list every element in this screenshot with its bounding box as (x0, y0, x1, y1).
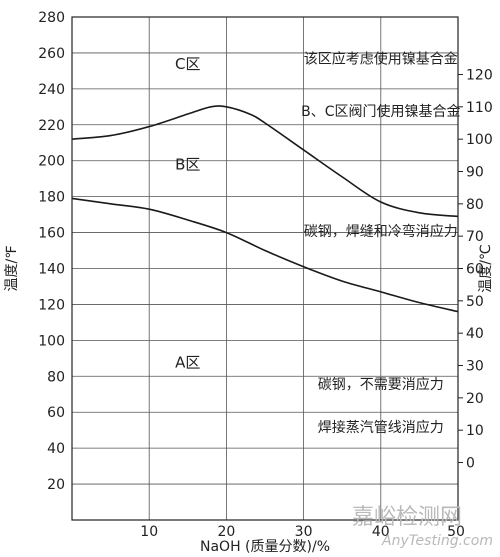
y-left-tick-label: 260 (38, 46, 65, 62)
y-left-tick-label: 140 (38, 262, 65, 278)
y-left-tick-label: 180 (38, 190, 65, 206)
y-right-tick-label: 120 (466, 67, 493, 83)
y-left-tick-label: 40 (47, 441, 65, 457)
annotation-label: 该区应考虑使用镍基合金 (304, 51, 458, 68)
x-tick-label: 40 (372, 524, 390, 540)
y-right-tick-label: 70 (466, 229, 484, 245)
y-right-tick-label: 90 (466, 164, 484, 180)
y-right-tick-label: 0 (466, 456, 475, 472)
y-axis-right-title: 温度/℃ (478, 244, 494, 292)
region-label: B区 (175, 156, 200, 174)
grid-lines (72, 16, 459, 520)
watermark-en: AnyTesting.com (381, 533, 493, 549)
series-line-2 (71, 197, 459, 313)
y-left-tick-label: 100 (38, 333, 65, 349)
y-right-tick-label: 110 (466, 100, 493, 116)
x-tick-label: 10 (140, 524, 158, 540)
y-left-tick-label: 220 (38, 118, 65, 134)
y-right-tick-label: 10 (466, 423, 484, 439)
y-left-tick-label: 120 (38, 297, 65, 313)
y-left-tick-label: 20 (47, 477, 65, 493)
y-left-tick-label: 280 (38, 10, 65, 26)
watermark-cn: 嘉峪检测网 (352, 505, 462, 530)
y-right-tick-label: 60 (466, 262, 484, 278)
annotation-label: B、C区阀门使用镍基合金 (301, 103, 460, 120)
y-left-tick-label: 60 (47, 405, 65, 421)
region-label: C区 (175, 55, 200, 73)
region-and-note-labels: C区 B区 A区 该区应考虑使用镍基合金 B、C区阀门使用镍基合金碳钢，焊缝和冷弯消应力… (175, 51, 460, 436)
y-right-tick-label: 50 (466, 294, 484, 310)
region-label: A区 (175, 353, 200, 371)
y-right-tick-label: 80 (466, 197, 484, 213)
annotation-label: 碳钢，不需要消应力 (318, 376, 444, 393)
y-right-tick-label: 100 (466, 132, 493, 148)
x-tick-label: 30 (295, 524, 313, 540)
y-right-tick-label: 30 (466, 359, 484, 375)
annotation-label: 焊接蒸汽管线消应力 (318, 419, 444, 436)
series-line-1 (71, 105, 459, 218)
x-tick-label: 50 (447, 524, 465, 540)
x-axis-title: NaOH (质量分数)/% (200, 539, 330, 555)
y-left-tick-label: 240 (38, 82, 65, 98)
y-left-tick-label: 200 (38, 154, 65, 170)
y-left-tick-label: 80 (47, 369, 65, 385)
x-tick-label: 20 (217, 524, 235, 540)
y-right-tick-label: 40 (466, 326, 484, 342)
y-right-tick-label: 20 (466, 391, 484, 407)
y-left-tick-label: 160 (38, 226, 65, 242)
y-axis-left-title: 温度/℉ (4, 245, 20, 291)
annotation-label: 碳钢，焊缝和冷弯消应力 (304, 223, 458, 240)
tick-labels: 20 40 60 80 100 120 140 160 180 200 220 240 260 280 0 1… (38, 10, 492, 540)
series-lines (71, 105, 459, 313)
